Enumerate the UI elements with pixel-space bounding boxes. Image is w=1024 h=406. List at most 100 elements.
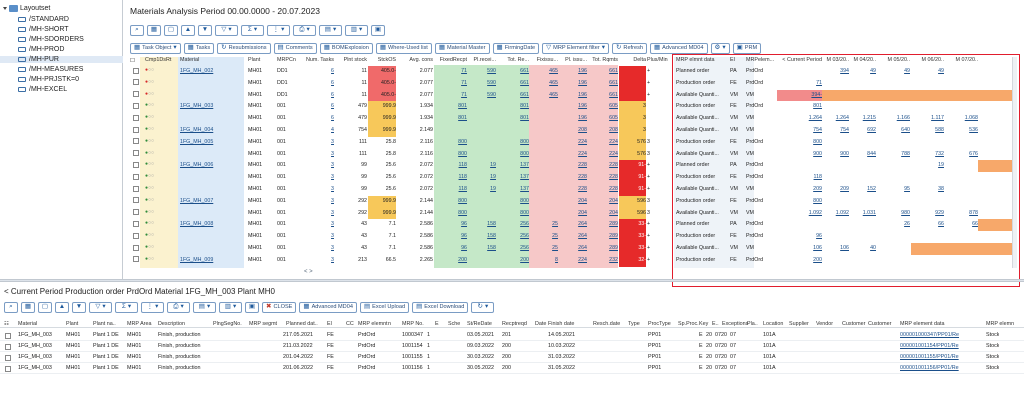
grid-cell[interactable]: 208 <box>609 127 618 133</box>
grid-cell[interactable]: 137 <box>520 174 529 181</box>
grid-cell[interactable]: 6 <box>331 103 334 110</box>
panel-filter-dropdown[interactable]: ▽ ▾ <box>89 301 112 313</box>
row-checkbox[interactable] <box>133 197 139 204</box>
grid-cell[interactable]: 95 <box>904 186 910 192</box>
grid-cell[interactable]: 264 <box>578 221 587 228</box>
grid-cell[interactable]: 1.092 <box>835 209 849 216</box>
grid-column-header[interactable]: Tot. Re... <box>507 57 529 63</box>
grid-cell[interactable]: 588 <box>935 127 944 133</box>
row-checkbox[interactable] <box>5 365 11 372</box>
panel-select-all-icon[interactable]: ☷ <box>4 321 9 327</box>
grid-cell[interactable]: 38 <box>938 186 944 192</box>
grid-column-header[interactable]: Plant <box>248 57 261 63</box>
tree-item[interactable]: /MH-MEASURES <box>18 66 83 73</box>
row-checkbox[interactable] <box>133 244 139 251</box>
grid-cell[interactable]: 256 <box>520 221 529 228</box>
tree-item[interactable]: /STANDARD <box>18 16 69 23</box>
grid-column-header[interactable]: Delta <box>633 57 646 63</box>
panel-column-header[interactable]: Finish date <box>548 321 575 327</box>
grid-cell[interactable]: 1FG_MH_007 <box>180 197 214 204</box>
advanced-md04-button[interactable]: ▦ Advanced MD04 <box>299 301 357 313</box>
grid-cell[interactable]: 209 <box>840 186 849 192</box>
grid-cell[interactable]: 1.264 <box>808 115 822 122</box>
row-checkbox[interactable] <box>133 232 139 239</box>
panel-column-header[interactable]: Sp.Proc. <box>678 321 699 327</box>
grid-cell[interactable]: 25 <box>552 221 558 228</box>
grid-column-header[interactable]: M 05/20.. <box>887 57 910 63</box>
grid-cell[interactable]: 289 <box>609 221 618 228</box>
grid-cell[interactable]: 200 <box>813 256 822 263</box>
info-button[interactable]: ▣ <box>371 24 385 36</box>
grid-cell[interactable]: 661 <box>520 79 529 86</box>
table-cell[interactable]: 000001001154/PP01/Re <box>900 343 959 349</box>
tree-item[interactable]: /MH-EXCEL <box>18 86 67 93</box>
grid-cell[interactable]: 754 <box>840 127 849 133</box>
grid-cell[interactable]: 3 <box>331 209 334 216</box>
grid-cell[interactable]: 1.031 <box>862 209 876 216</box>
grid-column-header[interactable]: El <box>730 57 735 63</box>
panel-print-dropdown[interactable]: ⎙ ▾ <box>167 301 190 313</box>
panel-column-header[interactable]: MRP Area <box>127 321 152 327</box>
grid-cell[interactable]: 3 <box>331 221 334 228</box>
grid-cell[interactable]: 137 <box>520 162 529 169</box>
panel-column-header[interactable]: MRP elemn <box>986 321 1015 327</box>
grid-cell[interactable]: 3 <box>331 197 334 204</box>
panel-column-header[interactable]: El <box>327 321 332 327</box>
row-checkbox[interactable] <box>133 79 139 86</box>
prm-button[interactable]: ▣ PRM <box>732 42 762 54</box>
grid-cell[interactable]: 224 <box>578 138 587 145</box>
panel-column-header[interactable]: PlngSegNo. <box>213 321 242 327</box>
sum-dropdown[interactable]: Σ ▾ <box>241 24 264 36</box>
row-checkbox[interactable] <box>5 354 11 361</box>
grid-cell[interactable]: 71 <box>461 91 467 98</box>
grid-cell[interactable]: 800 <box>520 197 529 204</box>
select-all-button[interactable]: ▦ <box>147 24 161 36</box>
row-checkbox[interactable] <box>133 161 139 168</box>
grid-cell[interactable]: 844 <box>867 150 876 157</box>
grid-cell[interactable]: 158 <box>487 233 496 240</box>
grid-cell[interactable]: 692 <box>867 127 876 133</box>
panel-column-header[interactable]: Plant <box>66 321 79 327</box>
grid-cell[interactable]: 800 <box>813 197 822 204</box>
tree-item[interactable]: /MH-SDORDERS <box>18 36 84 43</box>
grid-column-header[interactable]: M 04/20.. <box>853 57 876 63</box>
grid-cell[interactable]: 1.166 <box>896 115 910 122</box>
grid-cell[interactable]: 3 <box>331 162 334 169</box>
grid-cell[interactable]: 1.264 <box>835 115 849 122</box>
panel-export-dropdown[interactable]: ▤ ▾ <box>193 301 216 313</box>
grid-cell[interactable]: 465 <box>549 68 558 74</box>
grid-cell[interactable]: 590 <box>487 91 496 98</box>
panel-column-header[interactable]: Customer <box>868 321 892 327</box>
row-checkbox[interactable] <box>5 343 11 350</box>
grid-cell[interactable]: 228 <box>609 174 618 181</box>
panel-column-header[interactable]: Location <box>763 321 784 327</box>
grid-column-header[interactable]: M 07/20.. <box>955 57 978 63</box>
panel-sort-asc-button[interactable]: ▲ <box>55 301 69 313</box>
panel-column-header[interactable]: Customer <box>842 321 866 327</box>
grid-cell[interactable]: 228 <box>578 174 587 181</box>
grid-cell[interactable]: 465 <box>549 91 558 98</box>
grid-cell[interactable]: 196 <box>578 79 587 86</box>
grid-cell[interactable]: 754 <box>813 127 822 133</box>
grid-cell[interactable]: 732 <box>935 150 944 157</box>
panel-column-header[interactable]: MRP No. <box>402 321 424 327</box>
grid-cell[interactable]: 661 <box>609 91 618 98</box>
grid-cell[interactable]: 19 <box>490 174 496 181</box>
expand-icon[interactable] <box>3 7 7 10</box>
row-checkbox[interactable] <box>133 114 139 121</box>
grid-cell[interactable]: 6 <box>331 115 334 122</box>
grid-cell[interactable]: 49 <box>870 68 876 74</box>
panel-column-header[interactable]: Vendor <box>816 321 834 327</box>
grid-cell[interactable]: 6 <box>331 79 334 86</box>
grid-cell[interactable]: 980 <box>901 209 910 216</box>
grid-cell[interactable]: 96 <box>461 221 467 228</box>
grid-cell[interactable]: 800 <box>520 150 529 157</box>
grid-cell[interactable]: 264 <box>578 233 587 240</box>
grid-cell[interactable]: 232 <box>609 256 618 263</box>
grid-cell[interactable]: 1FG_MH_003 <box>180 103 214 110</box>
grid-cell[interactable]: 3 <box>331 245 334 251</box>
grid-cell[interactable]: 49 <box>938 68 944 74</box>
grid-cell[interactable]: 8 <box>555 256 558 263</box>
row-checkbox[interactable] <box>133 173 139 180</box>
grid-cell[interactable]: 118 <box>458 186 467 192</box>
